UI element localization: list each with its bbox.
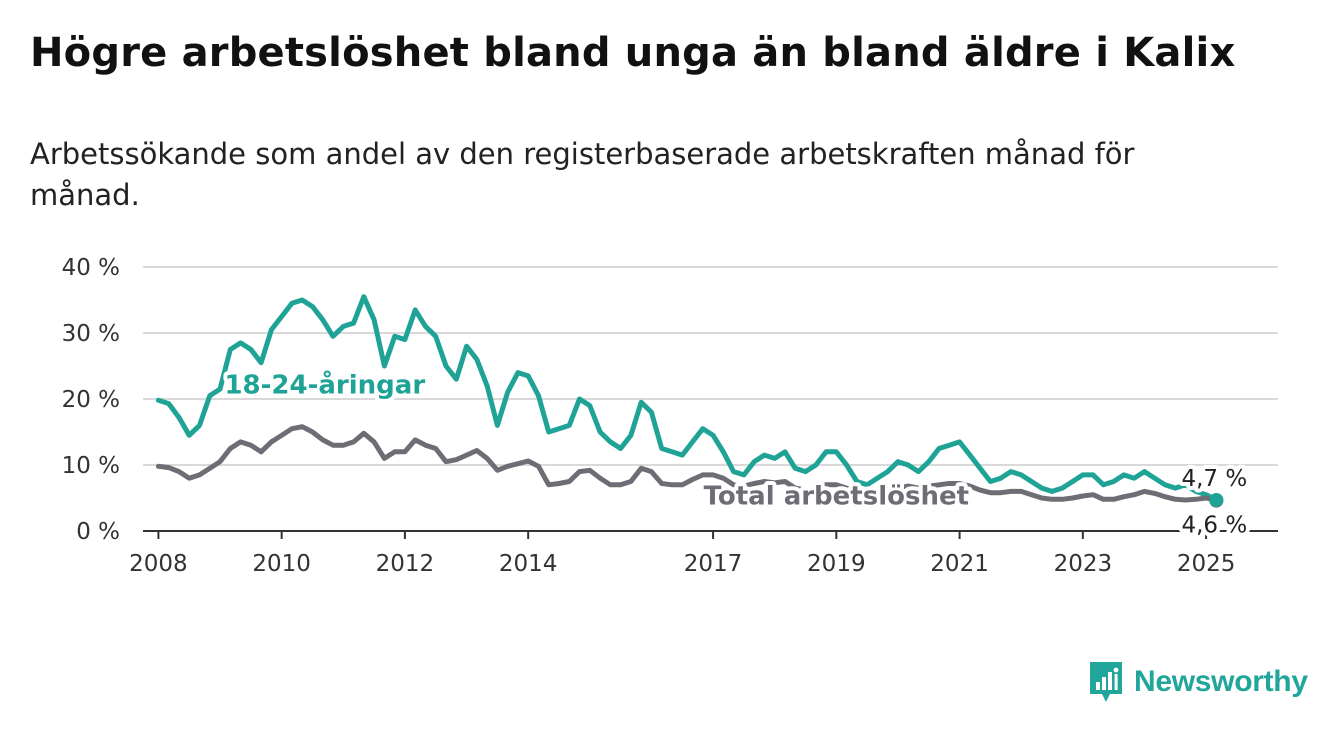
chart-title: Högre arbetslöshet bland unga än bland ä…: [30, 30, 1236, 76]
youth-series-line: [155, 294, 1219, 503]
y-axis-ticks: 0 % 10 % 20 % 30 % 40 %: [62, 255, 120, 545]
total-series-label: Total arbetslöshet: [704, 482, 969, 512]
x-tick-label: 2017: [684, 551, 743, 577]
y-tick-label: 0 %: [76, 519, 120, 545]
x-tick-label: 2023: [1054, 551, 1113, 577]
chart-subtitle: Arbetssökande som andel av den registerb…: [30, 137, 1135, 212]
series-labels: 18-24-åringar Total arbetslöshet 4,7 % 4,6 …: [220, 365, 1251, 543]
x-tick-label: 2014: [499, 551, 558, 577]
newsworthy-brand[interactable]: Newsworthy: [1088, 660, 1308, 704]
y-tick-label: 20 %: [62, 387, 120, 413]
bar-chart-logo-icon: [1090, 662, 1122, 702]
youth-series-label: 18-24-åringar: [224, 369, 425, 401]
x-tick-label: 2010: [252, 551, 311, 577]
x-axis-ticks: 2008 2010 2012 2014 2017 2019 2021 2023 2025: [129, 531, 1235, 577]
x-tick-label: 2012: [376, 551, 435, 577]
y-tick-label: 30 %: [62, 321, 120, 347]
brand-name: Newsworthy: [1134, 665, 1308, 698]
x-tick-label: 2008: [129, 551, 188, 577]
line-chart: 0 % 10 % 20 % 30 % 40 % 2008 2010 2012 2014 2017…: [62, 255, 1278, 577]
y-tick-label: 10 %: [62, 453, 120, 479]
youth-end-label: 4,7 %: [1181, 466, 1247, 492]
youth-end-point: [1209, 492, 1224, 507]
x-tick-label: 2025: [1177, 551, 1236, 577]
x-tick-label: 2019: [807, 551, 866, 577]
series-lines: [155, 294, 1224, 508]
total-series-line: [155, 424, 1219, 504]
total-end-label: 4,6 %: [1181, 513, 1247, 539]
y-tick-label: 40 %: [62, 255, 120, 281]
x-tick-label: 2021: [930, 551, 989, 577]
